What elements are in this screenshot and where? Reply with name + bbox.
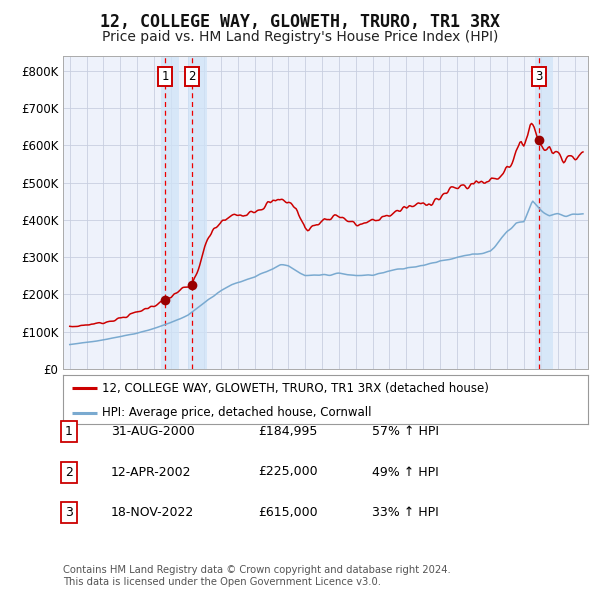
- Bar: [535, 56, 553, 369]
- Text: 2: 2: [65, 466, 73, 478]
- Text: HPI: Average price, detached house, Cornwall: HPI: Average price, detached house, Corn…: [103, 407, 372, 419]
- Text: 31-AUG-2000: 31-AUG-2000: [111, 425, 195, 438]
- Text: Contains HM Land Registry data © Crown copyright and database right 2024.
This d: Contains HM Land Registry data © Crown c…: [63, 565, 451, 587]
- Text: 3: 3: [65, 506, 73, 519]
- Text: 12, COLLEGE WAY, GLOWETH, TRURO, TR1 3RX: 12, COLLEGE WAY, GLOWETH, TRURO, TR1 3RX: [100, 13, 500, 31]
- Text: 12-APR-2002: 12-APR-2002: [111, 466, 191, 478]
- Bar: [188, 56, 206, 369]
- Text: 33% ↑ HPI: 33% ↑ HPI: [372, 506, 439, 519]
- Text: 2: 2: [188, 70, 196, 83]
- Bar: [161, 56, 179, 369]
- Text: 49% ↑ HPI: 49% ↑ HPI: [372, 466, 439, 478]
- Text: 1: 1: [65, 425, 73, 438]
- Text: Price paid vs. HM Land Registry's House Price Index (HPI): Price paid vs. HM Land Registry's House …: [102, 30, 498, 44]
- Text: £615,000: £615,000: [258, 506, 317, 519]
- Text: 12, COLLEGE WAY, GLOWETH, TRURO, TR1 3RX (detached house): 12, COLLEGE WAY, GLOWETH, TRURO, TR1 3RX…: [103, 382, 489, 395]
- Text: £184,995: £184,995: [258, 425, 317, 438]
- Text: 18-NOV-2022: 18-NOV-2022: [111, 506, 194, 519]
- Text: 57% ↑ HPI: 57% ↑ HPI: [372, 425, 439, 438]
- Text: 3: 3: [535, 70, 542, 83]
- Text: £225,000: £225,000: [258, 466, 317, 478]
- Text: 1: 1: [161, 70, 169, 83]
